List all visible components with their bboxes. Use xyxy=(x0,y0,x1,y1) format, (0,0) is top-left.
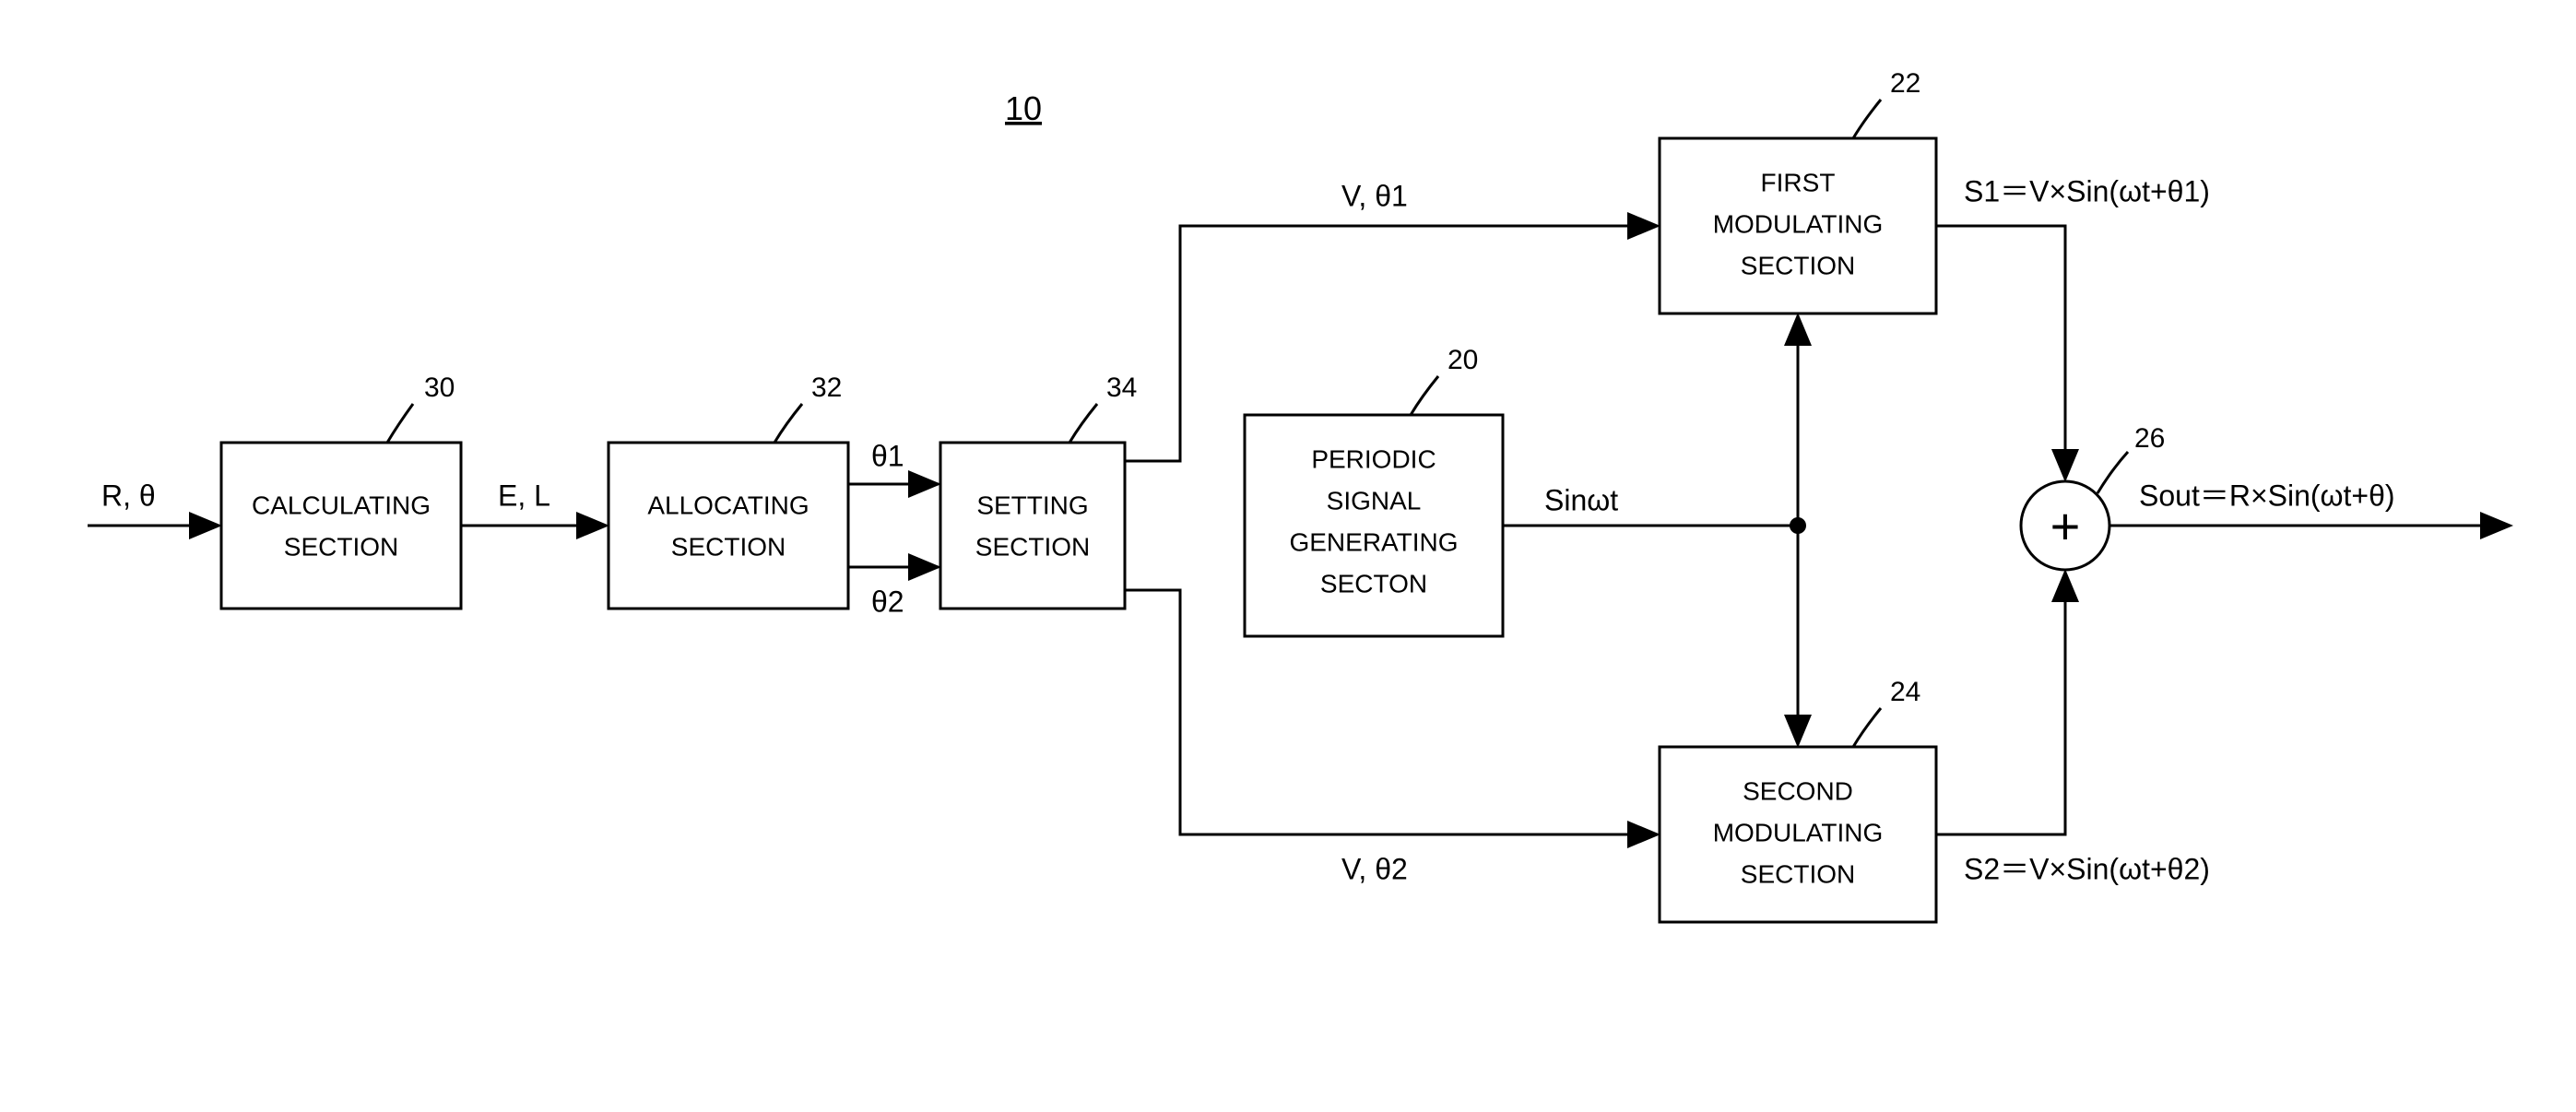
label-input: R, θ xyxy=(101,479,156,512)
periodic-line-4: SECTON xyxy=(1320,569,1427,597)
label-s1: S1＝V×Sin(ωt+θ1) xyxy=(1964,174,2210,207)
label-theta2: θ2 xyxy=(871,585,904,618)
edge-s2 xyxy=(1936,574,2065,834)
adder-ref: 26 xyxy=(2134,423,2165,454)
second-mod-line-3: SECTION xyxy=(1741,859,1855,888)
setting-line-1: SETTING xyxy=(976,491,1088,519)
periodic-section: PERIODIC SIGNAL GENERATING SECTON 20 xyxy=(1245,345,1503,636)
allocating-line-1: ALLOCATING xyxy=(647,491,809,519)
setting-line-2: SECTION xyxy=(975,532,1090,561)
label-theta1: θ1 xyxy=(871,439,904,472)
first-mod-line-2: MODULATING xyxy=(1713,209,1884,238)
label-sout: Sout＝R×Sin(ωt+θ) xyxy=(2139,479,2395,512)
label-v-theta2: V, θ2 xyxy=(1341,852,1408,885)
calculating-ref: 30 xyxy=(424,373,455,403)
periodic-line-3: GENERATING xyxy=(1289,527,1458,556)
label-s2: S2＝V×Sin(ωt+θ2) xyxy=(1964,852,2210,885)
adder-symbol: + xyxy=(2050,497,2081,555)
first-mod-line-3: SECTION xyxy=(1741,251,1855,279)
periodic-line-2: SIGNAL xyxy=(1327,486,1422,515)
edge-s1 xyxy=(1936,226,2065,477)
second-mod-ref: 24 xyxy=(1890,677,1920,707)
calculating-line-1: CALCULATING xyxy=(252,491,431,519)
calculating-line-2: SECTION xyxy=(284,532,398,561)
first-mod-line-1: FIRST xyxy=(1761,168,1836,196)
allocating-line-2: SECTION xyxy=(671,532,786,561)
calculating-section: CALCULATING SECTION 30 xyxy=(221,373,461,609)
diagram-title-ref: 10 xyxy=(1005,89,1042,127)
allocating-ref: 32 xyxy=(811,373,842,403)
second-mod-line-1: SECOND xyxy=(1743,776,1853,805)
first-mod-ref: 22 xyxy=(1890,68,1920,99)
allocating-section: ALLOCATING SECTION 32 xyxy=(609,373,848,609)
setting-section: SETTING SECTION 34 xyxy=(940,373,1137,609)
setting-ref: 34 xyxy=(1106,373,1137,403)
periodic-ref: 20 xyxy=(1448,345,1478,375)
periodic-line-1: PERIODIC xyxy=(1311,444,1436,473)
second-mod-line-2: MODULATING xyxy=(1713,818,1884,846)
first-modulating-section: FIRST MODULATING SECTION 22 xyxy=(1660,68,1936,313)
label-periodic: Sinωt xyxy=(1544,483,1618,516)
label-v-theta1: V, θ1 xyxy=(1341,179,1408,212)
label-calc-alloc: E, L xyxy=(498,479,550,512)
